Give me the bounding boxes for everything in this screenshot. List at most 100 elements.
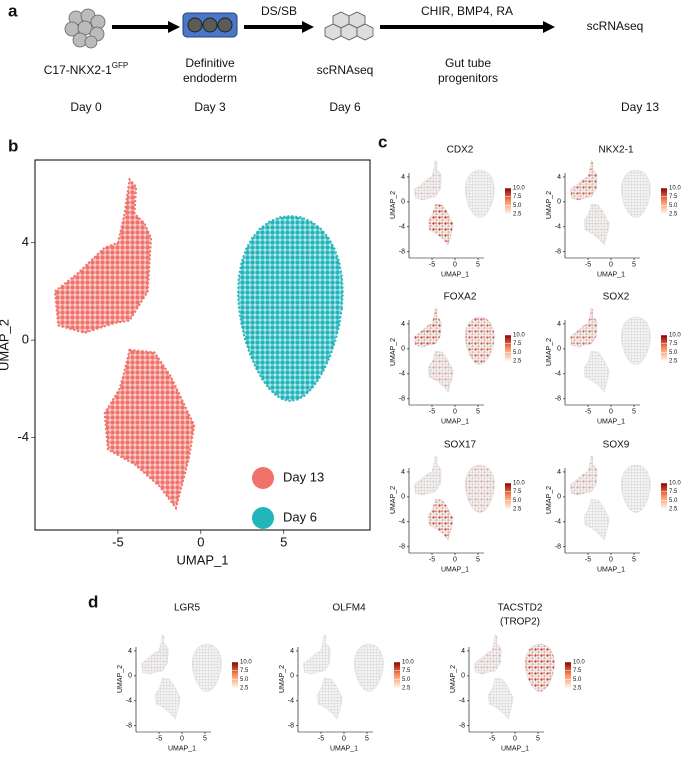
colorbar [565,662,571,688]
colorbar-label: 2.5 [669,212,678,218]
y-tick-label: 0 [401,494,405,501]
y-tick-label: 4 [290,648,294,655]
x-tick-label: 5 [476,409,480,416]
colorbar-label: 10.0 [669,333,681,339]
x-tick-label: 0 [453,262,457,269]
y-tick-label: 0 [557,346,561,353]
colorbar-label: 10.0 [669,186,681,192]
colorbar-label: 10.0 [513,481,525,487]
x-tick-label: 0 [609,409,613,416]
x-tick-label: -5 [585,557,591,564]
cell-cloud [154,677,181,720]
y-tick-label: 0 [128,673,132,680]
expression-overlay [465,465,495,513]
colorbar-label: 10.0 [402,660,414,666]
y-tick-label: -4 [555,371,561,378]
y-tick-label: 4 [557,469,561,476]
cluster-dots [238,215,343,401]
plot-title: SOX2 [603,292,630,303]
colorbar-label: 7.5 [669,341,678,347]
x-tick-label: 5 [476,262,480,269]
colorbar-label: 7.5 [669,489,678,495]
y-tick-label: -4 [555,519,561,526]
expression-overlay [428,499,454,540]
y-axis-label: UMAP_2 [279,665,286,693]
y-tick-label: 0 [557,494,561,501]
y-tick-label: 0 [461,673,465,680]
x-tick-label: 0 [342,736,346,743]
y-axis-label: UMAP_2 [546,191,553,219]
plot-title: OLFM4 [332,603,366,614]
colorbar-label: 7.5 [513,341,522,347]
y-tick-label: 4 [401,321,405,328]
x-tick-label: 5 [476,557,480,564]
plot-title: CDX2 [447,145,474,156]
x-tick-label: -5 [585,262,591,269]
expression-overlay [428,351,454,392]
colorbar-label: 10.0 [513,186,525,192]
expression-overlay [414,455,442,496]
y-tick-label: 4 [401,469,405,476]
expression-overlay [428,204,454,245]
y-tick-label: -8 [555,249,561,256]
y-axis-label: UMAP_2 [390,338,397,366]
expression-overlay [141,634,169,675]
colorbar-label: 5.0 [513,350,522,356]
y-axis-label: UMAP_2 [117,665,124,693]
colorbar-label: 5.0 [402,677,411,683]
plot-title: TACSTD2 [498,603,543,614]
timeline-icons [64,8,555,49]
y-axis-label: UMAP_2 [450,665,457,693]
legend-swatch [252,467,274,489]
panel-label: b [8,136,18,155]
y-tick-label: -8 [555,544,561,551]
stage-label: scRNAseq [317,63,374,77]
x-tick-label: 0 [453,409,457,416]
x-axis-label: UMAP_1 [597,272,625,279]
y-tick-label: -8 [399,396,405,403]
x-tick-label: 5 [203,736,207,743]
y-tick-label: 4 [128,648,132,655]
x-tick-label: 0 [513,736,517,743]
colorbar-label: 2.5 [573,686,582,692]
colorbar-label: 2.5 [669,507,678,513]
cluster-dots [54,179,152,333]
x-tick-label: -5 [429,262,435,269]
day-label: Day 3 [194,100,226,114]
cell-cloud [353,643,384,692]
colorbar-label: 10.0 [240,660,252,666]
stage-label: Definitive [185,56,235,70]
x-axis-label: UMAP_1 [597,419,625,426]
expression-overlay [414,160,442,201]
x-tick-label: -5 [112,535,124,550]
colorbar-label: 7.5 [573,668,582,674]
colorbar-label: 5.0 [669,498,678,504]
x-tick-label: -5 [429,557,435,564]
x-tick-label: -5 [489,736,495,743]
expression-overlay [414,307,442,348]
x-axis-label: UMAP_1 [597,567,625,574]
colorbar [232,662,238,688]
x-tick-label: 0 [180,736,184,743]
panel-label: c [378,132,387,151]
end-label: scRNAseq [587,19,644,33]
colorbar-label: 5.0 [669,203,678,209]
y-tick-label: -8 [126,723,132,730]
panel-label: d [88,592,98,611]
y-tick-label: 0 [557,199,561,206]
colorbar-label: 5.0 [240,677,249,683]
colorbar-label: 10.0 [573,660,585,666]
y-axis-label: UMAP_2 [390,191,397,219]
colorbar [394,662,400,688]
y-tick-label: -4 [459,698,465,705]
y-axis-label: UMAP_2 [546,486,553,514]
cell-cloud [620,316,651,365]
plot-subtitle: (TROP2) [500,617,540,628]
colorbar [661,335,667,361]
cell-cloud [620,464,651,513]
y-tick-label: 4 [22,234,29,249]
colorbar-label: 2.5 [240,686,249,692]
expression-overlay [465,317,495,365]
y-tick-label: -8 [399,249,405,256]
